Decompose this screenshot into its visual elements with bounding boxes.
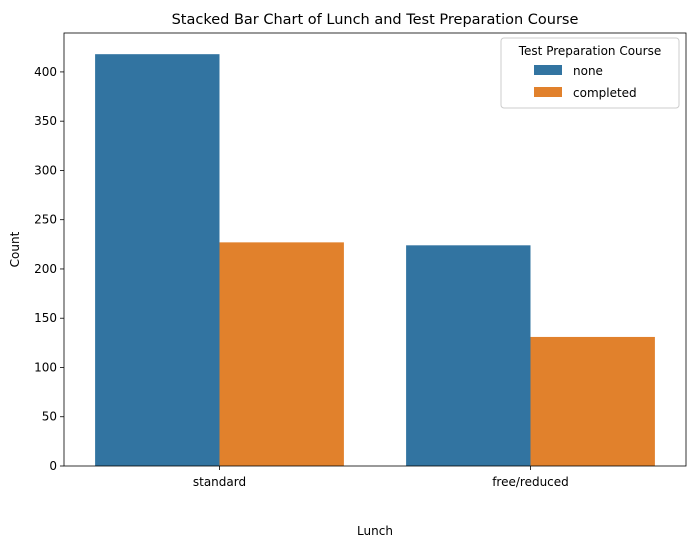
y-tick-label: 300 bbox=[34, 163, 57, 177]
y-tick-label: 150 bbox=[34, 311, 57, 325]
legend-label-completed: completed bbox=[573, 86, 637, 100]
chart-title: Stacked Bar Chart of Lunch and Test Prep… bbox=[172, 12, 579, 28]
y-axis: 0 50 100 150 200 250 300 350 400 bbox=[34, 65, 64, 473]
x-axis: standard free/reduced bbox=[193, 466, 569, 489]
y-tick-label: 100 bbox=[34, 360, 57, 374]
y-tick-label: 350 bbox=[34, 114, 57, 128]
legend: Test Preparation Course none completed bbox=[500, 37, 680, 109]
x-tick-label: standard bbox=[193, 475, 246, 489]
legend-swatch-none bbox=[534, 65, 562, 75]
y-tick-label: 200 bbox=[34, 262, 57, 276]
bar-completed-free-reduced bbox=[530, 336, 655, 466]
bar-completed-standard bbox=[219, 242, 344, 466]
y-tick-label: 250 bbox=[34, 213, 57, 227]
plot-frame bbox=[63, 32, 687, 467]
y-tick-label: 50 bbox=[42, 410, 57, 424]
bars-group bbox=[95, 54, 655, 466]
y-tick-label: 400 bbox=[34, 65, 57, 79]
y-tick-label: 0 bbox=[49, 459, 57, 473]
x-tick-label: free/reduced bbox=[492, 475, 569, 489]
legend-swatch-completed bbox=[534, 87, 562, 97]
legend-title: Test Preparation Course bbox=[518, 44, 661, 58]
legend-label-none: none bbox=[573, 64, 603, 78]
bar-none-free-reduced bbox=[406, 245, 531, 466]
y-axis-label: Count bbox=[8, 231, 22, 267]
x-axis-label: Lunch bbox=[357, 524, 393, 538]
bar-none-standard bbox=[95, 54, 220, 466]
